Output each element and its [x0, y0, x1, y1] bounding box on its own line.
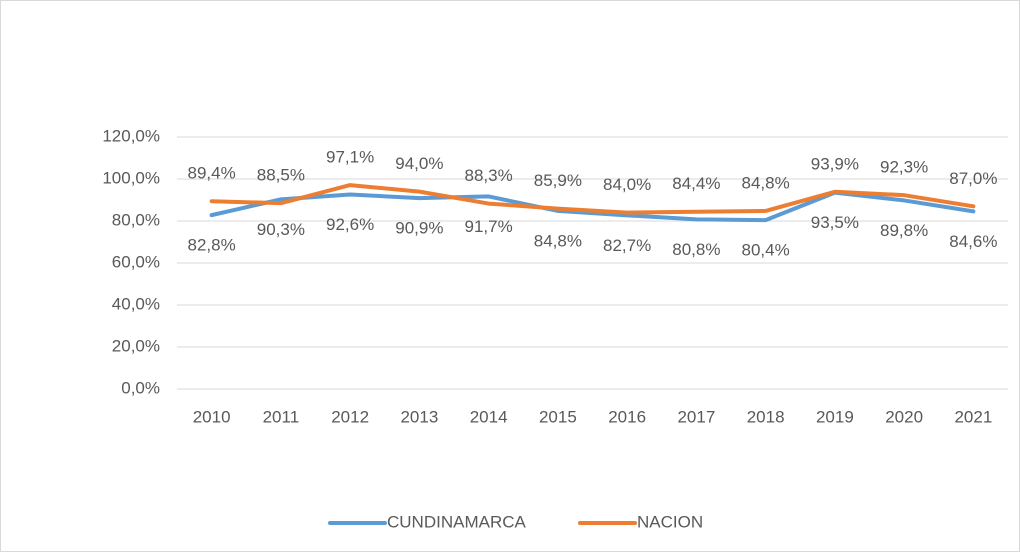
y-tick-label: 60,0% [112, 252, 160, 271]
data-label: 89,4% [188, 164, 236, 183]
x-tick-label: 2021 [954, 407, 992, 426]
y-tick-label: 20,0% [112, 336, 160, 355]
data-label: 84,4% [672, 174, 720, 193]
data-label: 90,9% [395, 219, 443, 238]
data-label: 84,8% [534, 231, 582, 250]
x-tick-label: 2016 [608, 407, 646, 426]
data-label: 84,6% [949, 232, 997, 251]
data-label: 93,5% [811, 213, 859, 232]
y-tick-label: 80,0% [112, 210, 160, 229]
legend-label: CUNDINAMARCA [387, 512, 527, 531]
x-tick-label: 2011 [263, 407, 300, 426]
data-label: 84,0% [603, 175, 651, 194]
data-label: 93,9% [811, 154, 859, 173]
x-tick-label: 2012 [331, 407, 369, 426]
data-label: 82,7% [603, 236, 651, 255]
data-label: 90,3% [257, 220, 305, 239]
x-tick-label: 2017 [677, 407, 715, 426]
x-tick-label: 2020 [885, 407, 923, 426]
y-tick-label: 100,0% [102, 168, 160, 187]
data-label: 85,9% [534, 171, 582, 190]
data-label: 89,8% [880, 221, 928, 240]
x-tick-label: 2014 [470, 407, 508, 426]
y-tick-label: 40,0% [112, 294, 160, 313]
data-label: 92,6% [326, 215, 374, 234]
x-tick-label: 2015 [539, 407, 577, 426]
data-label: 80,8% [672, 240, 720, 259]
data-label: 94,0% [395, 154, 443, 173]
data-label: 88,5% [257, 166, 305, 185]
data-label: 91,7% [465, 217, 513, 236]
data-label: 87,0% [949, 169, 997, 188]
data-label: 88,3% [465, 166, 513, 185]
data-label: 82,8% [188, 236, 236, 255]
x-tick-label: 2013 [400, 407, 438, 426]
x-tick-label: 2019 [816, 407, 854, 426]
data-label: 92,3% [880, 158, 928, 177]
x-tick-label: 2010 [193, 407, 231, 426]
data-label: 84,8% [742, 173, 790, 192]
legend-label: NACION [637, 512, 703, 531]
data-label: 97,1% [326, 148, 374, 167]
data-label: 80,4% [742, 241, 790, 260]
x-tick-label: 2018 [747, 407, 785, 426]
y-tick-label: 120,0% [102, 126, 160, 145]
y-tick-label: 0,0% [121, 378, 160, 397]
series-line [209, 183, 976, 215]
